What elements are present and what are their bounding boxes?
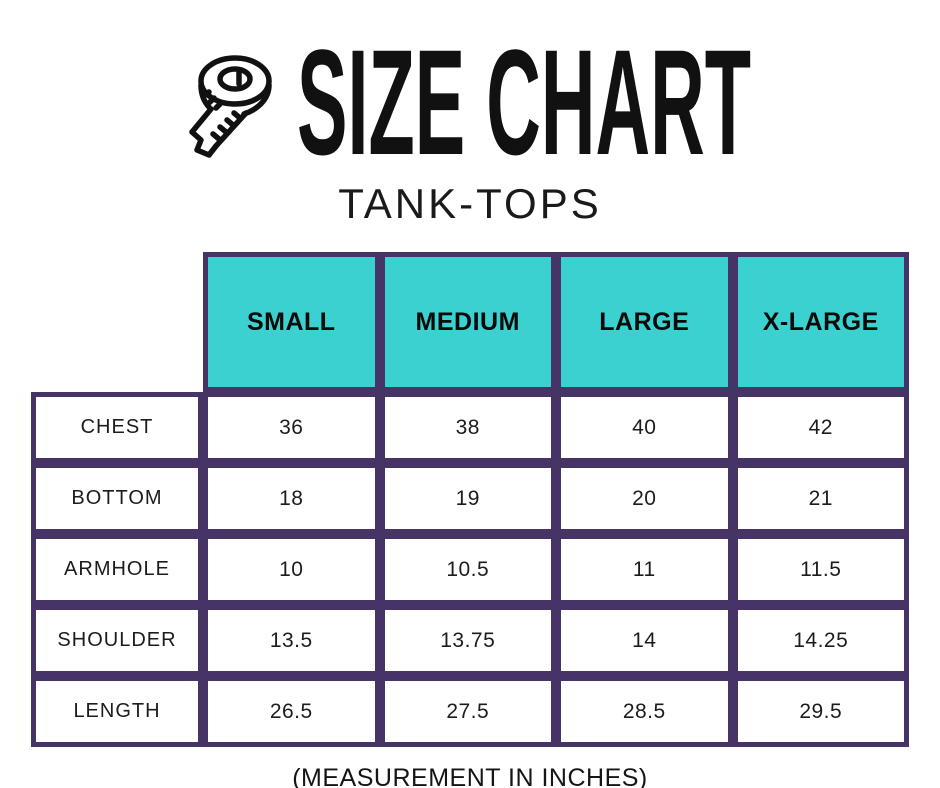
column-header-cell: SMALL (203, 252, 380, 393)
value-cell: 10 (203, 534, 380, 606)
column-header-cell: X-LARGE (732, 252, 909, 393)
value-cell: 36 (203, 392, 380, 464)
value-cell: 14 (556, 605, 733, 677)
value-cell: 21 (732, 463, 909, 535)
row-label-cell: LENGTH (31, 676, 203, 748)
value-cell: 29.5 (732, 676, 909, 748)
value-cell: 28.5 (556, 676, 733, 748)
size-table: SMALL MEDIUM LARGE X-LARGE CHEST 36 38 40 42 BOTT… (31, 252, 909, 748)
page-subtitle: TANK-TOPS (338, 180, 602, 227)
value-cell: 10.5 (379, 534, 556, 606)
corner-cell (31, 252, 203, 392)
value-cell: 13.75 (379, 605, 556, 677)
column-header-cell: LARGE (556, 252, 733, 393)
row-label-cell: SHOULDER (31, 605, 203, 677)
masthead: SIZE CHART (0, 0, 940, 169)
footer-note: (MEASUREMENT IN INCHES) (292, 764, 648, 788)
value-cell: 18 (203, 463, 380, 535)
value-cell: 27.5 (379, 676, 556, 748)
value-cell: 42 (732, 392, 909, 464)
value-cell: 40 (556, 392, 733, 464)
value-cell: 14.25 (732, 605, 909, 677)
value-cell: 19 (379, 463, 556, 535)
value-cell: 26.5 (203, 676, 380, 748)
value-cell: 38 (379, 392, 556, 464)
row-label-cell: ARMHOLE (31, 534, 203, 606)
column-header-cell: MEDIUM (379, 252, 556, 393)
page-title: SIZE CHART (297, 40, 751, 166)
value-cell: 11 (556, 534, 733, 606)
value-cell: 11.5 (732, 534, 909, 606)
value-cell: 20 (556, 463, 733, 535)
page-title-svg: SIZE CHART (297, 40, 751, 166)
value-cell: 13.5 (203, 605, 380, 677)
row-label-cell: BOTTOM (31, 463, 203, 535)
row-label-cell: CHEST (31, 392, 203, 464)
measuring-tape-icon (185, 50, 277, 169)
